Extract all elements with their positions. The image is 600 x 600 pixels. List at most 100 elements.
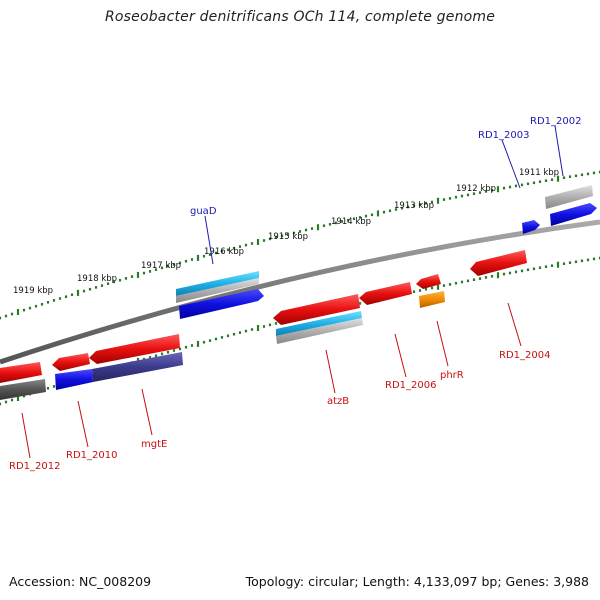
inner-minor-tick [502,272,506,276]
inner-minor-tick [178,347,182,351]
gene-phrR[interactable] [416,274,441,289]
outer-minor-tick [28,306,32,310]
inner-minor-tick [550,264,554,267]
inner-minor-tick [490,275,494,278]
inner-minor-tick [10,398,14,402]
outer-minor-tick [94,286,98,289]
gene-mgtE[interactable] [89,334,180,364]
outer-minor-tick [130,275,134,278]
gene-RD1_2006[interactable] [359,282,412,305]
label-leader-lines [21,125,564,459]
leader-RD1_2010 [77,400,89,448]
ruler-label: 1913 kbp [394,201,434,211]
gene-label-mgtE: mgtE [141,439,167,450]
outer-minor-tick [340,220,344,223]
outer-minor-tick [220,250,224,253]
outer-minor-tick [238,245,242,248]
ruler-label: 1915 kbp [268,232,308,242]
inner-minor-tick [268,323,272,327]
gene-RD1_2002-pseudo[interactable] [545,185,593,209]
ruler-label: 1917 kbp [141,261,181,271]
outer-minor-tick [226,248,230,252]
leader-RD1_2003 [501,139,521,189]
inner-major-tick [556,261,560,268]
gene-RD1_2012[interactable] [0,362,42,383]
outer-minor-tick [358,216,362,219]
leader-RD1_2004 [507,302,522,347]
outer-minor-tick [346,218,350,222]
inner-minor-tick [586,258,590,262]
outer-minor-tick [118,278,122,282]
outer-minor-tick [544,179,548,182]
gene-guaD-rna[interactable] [176,271,259,296]
outer-major-tick [376,210,380,217]
inner-minor-tick [430,286,434,290]
outer-minor-tick [124,277,128,280]
inner-major-tick [196,340,200,347]
inner-major-tick [256,325,260,331]
outer-minor-tick [232,246,236,250]
outer-minor-tick [484,190,488,193]
outer-minor-tick [328,223,332,226]
gene-guaD[interactable] [179,289,264,319]
gene-atzB-pseudo[interactable] [276,318,363,344]
ruler-label: 1916 kbp [204,247,244,257]
outer-minor-tick [160,266,164,270]
ruler-label: 1919 kbp [13,286,53,296]
outer-minor-tick [586,172,590,176]
inner-minor-tick [568,261,572,264]
gene-RD1_2002[interactable] [550,203,597,226]
outer-minor-tick [430,200,434,204]
outer-minor-tick [490,189,494,192]
gene-RD1_2004[interactable] [470,250,527,276]
outer-minor-tick [208,253,212,256]
outer-minor-tick [4,314,8,318]
outer-minor-tick [166,264,170,268]
outer-major-tick [136,271,140,278]
gene-phrR-orange[interactable] [419,291,445,308]
outer-minor-tick [448,197,452,200]
gene-mgtE-purple[interactable] [92,352,183,382]
outer-minor-tick [460,194,464,198]
outer-minor-tick [58,297,62,300]
gene-RD1_2010[interactable] [52,353,90,371]
outer-minor-tick [292,231,296,235]
outer-minor-tick [388,209,392,213]
outer-minor-tick [466,193,470,197]
inner-minor-tick [172,349,176,352]
accession-text: Accession: NC_008209 [9,574,152,589]
inner-minor-tick [472,278,476,281]
inner-minor-tick [184,345,188,349]
gene-atzB-rna[interactable] [276,311,362,336]
outer-minor-tick [382,210,386,214]
gene-RD1_2010-blue[interactable] [55,369,93,390]
gene-RD1_2003[interactable] [522,220,540,234]
outer-minor-tick [10,312,14,316]
gene-atzB[interactable] [273,294,360,325]
inner-minor-tick [52,385,56,388]
outer-minor-tick [148,270,152,273]
outer-minor-tick [508,185,512,189]
outer-minor-tick [286,233,290,236]
ruler-label: 1918 kbp [77,274,117,284]
outer-minor-tick [562,176,566,179]
inner-minor-tick [0,402,2,406]
outer-major-tick [196,254,200,261]
inner-minor-tick [208,339,212,342]
inner-minor-tick [262,325,266,328]
inner-minor-tick [412,290,416,293]
outer-minor-tick [100,284,104,287]
gene-track-forward [176,185,597,319]
inner-minor-tick [244,329,248,333]
outer-minor-tick [598,170,600,174]
outer-minor-tick [88,287,92,291]
outer-minor-tick [244,243,248,247]
outer-minor-tick [532,181,536,185]
inner-minor-tick [574,260,578,264]
inner-minor-tick [466,279,470,283]
gene-RD1_2012-dark[interactable] [0,379,46,400]
gene-guaD-pseudo[interactable] [176,278,259,303]
gene-label-RD1_2012: RD1_2012 [9,461,60,472]
outer-minor-tick [82,289,86,293]
inner-major-tick [16,395,20,401]
